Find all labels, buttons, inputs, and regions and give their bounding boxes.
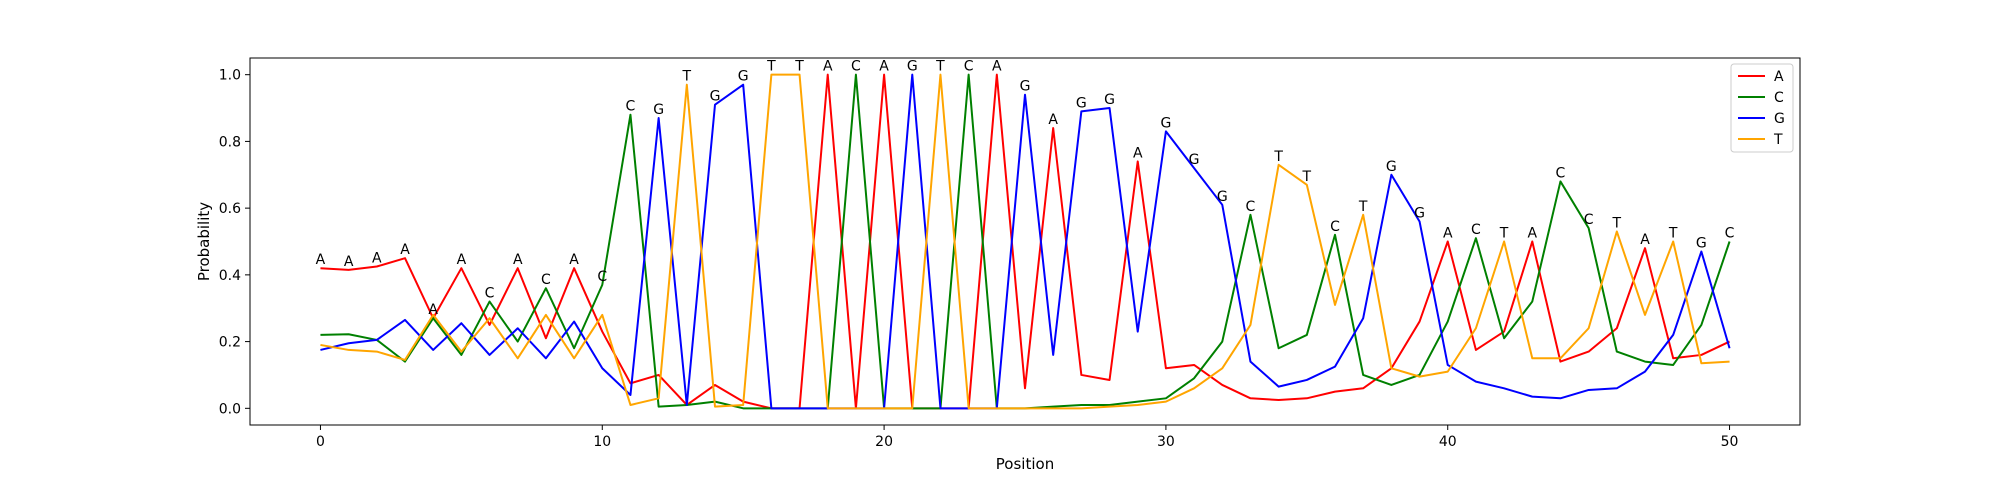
base-label: G <box>1020 79 1031 95</box>
base-label: A <box>1048 112 1058 128</box>
legend-frame <box>1730 63 1794 153</box>
y-tick-label: 0.2 <box>219 335 241 351</box>
series-line-a <box>320 73 1730 410</box>
base-label: T <box>1302 169 1312 185</box>
base-label: A <box>1133 145 1143 161</box>
x-tick-label: 40 <box>1439 434 1457 450</box>
plot-frame <box>249 57 1801 426</box>
base-label: T <box>794 59 804 75</box>
base-label: A <box>457 252 467 268</box>
base-label: G <box>1217 189 1228 205</box>
y-tick-label: 0.8 <box>219 134 241 150</box>
base-label: C <box>626 99 636 115</box>
plot-area <box>250 58 1800 425</box>
base-label: C <box>1725 226 1735 242</box>
base-label: A <box>428 302 438 318</box>
y-tick-label: 0.4 <box>219 268 241 284</box>
base-label: A <box>400 242 410 258</box>
legend-label-g: G <box>1774 111 1785 127</box>
legend-label-a: A <box>1774 69 1784 85</box>
base-label: G <box>653 102 664 118</box>
base-label: G <box>1189 152 1200 168</box>
base-label: A <box>513 252 523 268</box>
base-label: G <box>1696 236 1707 252</box>
base-label: T <box>682 69 692 85</box>
base-label: T <box>1499 226 1509 242</box>
x-tick-label: 50 <box>1721 434 1739 450</box>
x-tick-label: 30 <box>1157 434 1175 450</box>
x-tick-label: 20 <box>875 434 893 450</box>
series-layer <box>320 73 1731 410</box>
base-label: A <box>372 251 382 267</box>
series-line-g <box>320 73 1731 410</box>
base-label: T <box>1273 149 1283 165</box>
y-tick-label: 1.0 <box>219 68 241 84</box>
base-label: A <box>569 252 579 268</box>
y-tick-label: 0.0 <box>219 401 241 417</box>
base-label: C <box>1471 222 1481 238</box>
base-label: C <box>1246 199 1256 215</box>
base-label: A <box>823 59 833 75</box>
base-label: T <box>1612 215 1622 231</box>
base-label: C <box>597 269 607 285</box>
base-label: A <box>992 59 1002 75</box>
x-axis: 0 10 20 30 40 50 <box>316 425 1738 450</box>
base-label: A <box>879 59 889 75</box>
legend-label-c: C <box>1774 90 1784 106</box>
base-label: C <box>964 59 974 75</box>
x-tick-label: 0 <box>316 434 325 450</box>
base-label: A <box>1443 226 1453 242</box>
base-label: G <box>1414 205 1425 221</box>
base-label: T <box>766 59 776 75</box>
base-label: G <box>1386 159 1397 175</box>
series-line-t <box>320 73 1730 410</box>
x-axis-title: Position <box>996 455 1054 473</box>
base-label: A <box>316 252 326 268</box>
y-axis-title: Probability <box>195 202 213 281</box>
base-label: A <box>344 254 354 270</box>
base-label: T <box>935 59 945 75</box>
y-tick-label: 0.6 <box>219 201 241 217</box>
base-label: G <box>1160 115 1171 131</box>
base-annotations: A A A A A A C A C A C C G T G G T T A C A G T C A G A G G A G G G C T T C T G G… <box>316 59 1735 319</box>
base-label: C <box>851 59 861 75</box>
base-label: A <box>1527 226 1537 242</box>
base-label: G <box>1104 92 1115 108</box>
base-label: T <box>1358 199 1368 215</box>
base-label: G <box>1076 95 1087 111</box>
base-label: C <box>1556 165 1566 181</box>
legend-label-t: T <box>1773 132 1783 148</box>
base-label: G <box>907 59 918 75</box>
base-label: A <box>1640 232 1650 248</box>
base-label: G <box>710 89 721 105</box>
y-axis: 0.0 0.2 0.4 0.6 0.8 1.0 <box>219 68 250 417</box>
base-label: C <box>485 286 495 302</box>
x-tick-label: 10 <box>593 434 611 450</box>
base-label: C <box>1330 219 1340 235</box>
base-label: C <box>541 272 551 288</box>
base-label: C <box>1584 212 1594 228</box>
base-label: G <box>738 69 749 85</box>
base-label: T <box>1668 226 1678 242</box>
